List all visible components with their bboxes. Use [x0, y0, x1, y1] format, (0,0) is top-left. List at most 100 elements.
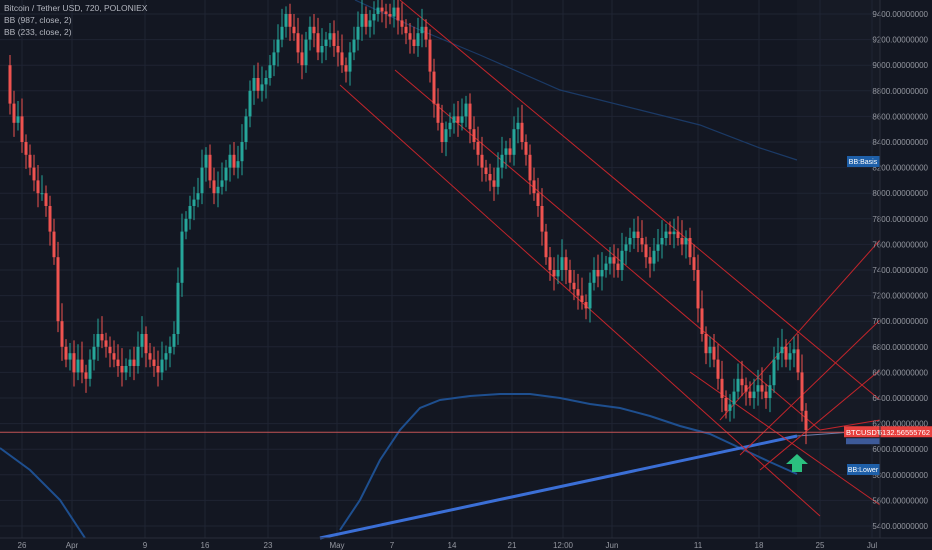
candle-body — [336, 46, 340, 53]
bb-987-label: BB (987, close, 2) — [4, 15, 72, 25]
y-tick-label: 8200.00000000 — [872, 164, 928, 173]
candle-body — [128, 359, 132, 366]
candle-body — [688, 238, 692, 258]
candle-body — [236, 161, 240, 168]
x-tick-label: Jun — [606, 541, 619, 550]
y-tick-label: 9400.00000000 — [872, 10, 928, 19]
candle-body — [92, 346, 96, 360]
candle-body — [404, 26, 408, 34]
candle-body — [648, 257, 652, 264]
candle-body — [604, 263, 608, 270]
x-tick-label: 12:00 — [553, 541, 574, 550]
candle-body — [228, 154, 232, 168]
candle-body — [596, 270, 600, 277]
candle-body — [196, 193, 200, 200]
candle-body — [536, 193, 540, 206]
trend-line — [319, 434, 798, 540]
candle-body — [520, 122, 524, 142]
y-tick-label: 9000.00000000 — [872, 61, 928, 70]
candle-body — [556, 270, 560, 277]
candle-body — [508, 148, 512, 155]
candle-body — [224, 167, 228, 181]
candle-body — [44, 193, 48, 206]
candle-body — [292, 26, 296, 34]
candle-body — [308, 26, 312, 40]
candle-body — [384, 11, 388, 14]
candle-body — [172, 334, 176, 347]
candle-body — [56, 257, 60, 322]
x-tick-label: 23 — [264, 541, 273, 550]
y-tick-label: 8800.00000000 — [872, 87, 928, 96]
candle-body — [748, 391, 752, 398]
candle-body — [164, 353, 168, 360]
chart-legend: Bitcoin / Tether USD, 720, POLONIEX BB (… — [4, 2, 147, 38]
candle-body — [436, 103, 440, 123]
candle-body — [248, 90, 252, 117]
candle-body — [676, 231, 680, 238]
candle-body — [356, 26, 360, 40]
candle-body — [432, 71, 436, 104]
candle-body — [108, 346, 112, 354]
candle-body — [360, 14, 364, 27]
x-tick-label: Apr — [66, 541, 79, 550]
candle-body — [696, 270, 700, 309]
candle-body — [280, 26, 284, 40]
candle-body — [312, 26, 316, 34]
candle-body — [724, 398, 728, 411]
candle-body — [84, 372, 88, 379]
candle-body — [792, 349, 796, 354]
candle-body — [424, 26, 428, 40]
candle-body — [740, 378, 744, 386]
y-tick-label: 6800.00000000 — [872, 343, 928, 352]
candle-body — [660, 238, 664, 245]
candle-body — [112, 353, 116, 360]
candle-body — [692, 257, 696, 270]
candle-body — [136, 346, 140, 366]
x-tick-label: 16 — [201, 541, 210, 550]
candle-body — [32, 167, 36, 181]
candle-body — [624, 244, 628, 251]
x-tick-label: 11 — [694, 541, 703, 550]
candle-body — [36, 180, 40, 194]
candle-body — [800, 372, 804, 411]
candle-body — [652, 250, 656, 264]
candle-body — [160, 359, 164, 373]
candle-body — [212, 180, 216, 194]
candle-body — [704, 334, 708, 354]
candle-body — [544, 231, 548, 258]
candle-body — [232, 154, 236, 168]
candle-body — [448, 122, 452, 130]
candle-body — [60, 321, 64, 347]
candle-body — [332, 33, 336, 46]
candle-body — [348, 52, 352, 72]
candle-body — [388, 14, 392, 17]
candle-body — [132, 359, 136, 366]
candle-body — [104, 340, 108, 347]
candle-body — [780, 346, 784, 354]
candle-body — [664, 231, 668, 238]
candle-body — [564, 257, 568, 270]
last-price-symbol: BTCUSDT — [846, 428, 882, 437]
candle-body — [528, 154, 532, 181]
candle-body — [444, 129, 448, 142]
up-arrow-marker — [786, 454, 808, 472]
candle-body — [140, 334, 144, 347]
candle-body — [372, 14, 376, 21]
candle-body — [400, 20, 404, 27]
candle-body — [168, 346, 172, 354]
candle-body — [20, 116, 24, 142]
candle-body — [408, 33, 412, 40]
candle-body — [68, 353, 72, 360]
candle-body — [720, 378, 724, 398]
bb-basis-text: BB:Basis — [849, 159, 878, 166]
candle-body — [96, 334, 100, 347]
candle-body — [416, 33, 420, 46]
y-tick-label: 5800.00000000 — [872, 471, 928, 480]
x-tick-label: 9 — [143, 541, 148, 550]
candle-body — [284, 14, 288, 27]
candle-body — [460, 116, 464, 123]
candle-body — [220, 180, 224, 187]
candle-body — [24, 142, 28, 155]
